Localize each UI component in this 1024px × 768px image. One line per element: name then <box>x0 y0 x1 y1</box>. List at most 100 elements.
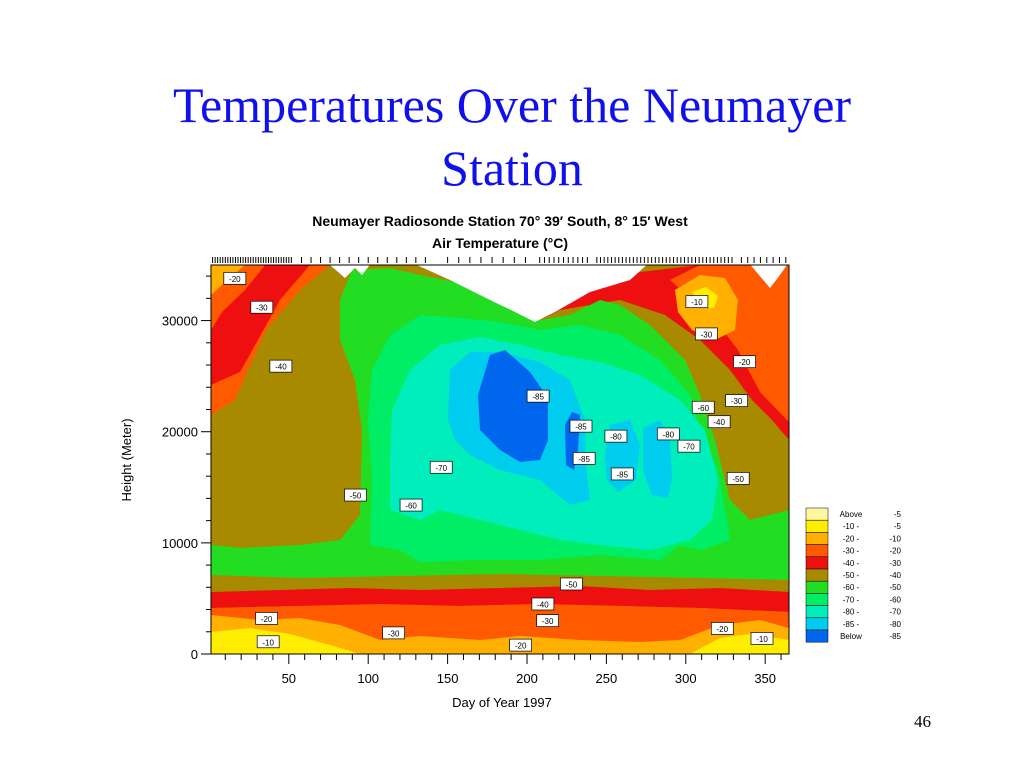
contour-label: -20 <box>255 612 278 625</box>
legend-label: -20 - <box>843 534 860 543</box>
contour-label: -50 <box>344 488 367 502</box>
legend-range: -40 <box>889 571 901 580</box>
legend-label: -10 - <box>843 522 860 531</box>
legend-label: -60 - <box>843 583 860 592</box>
contour-label-text: -85 <box>575 423 587 432</box>
contour-label: -70 <box>429 460 453 474</box>
contour-label-text: -20 <box>515 642 527 651</box>
x-tick-label: 150 <box>437 671 459 686</box>
contour-label-text: -85 <box>578 455 590 464</box>
legend-label: -70 - <box>843 595 860 604</box>
contour-label-text: -80 <box>663 430 675 439</box>
contour-label-text: -50 <box>350 492 362 501</box>
chart-title: Neumayer Radiosonde Station 70° 39′ Sout… <box>312 213 688 229</box>
contour-label: -30 <box>725 394 748 407</box>
contour-label: -85 <box>569 419 593 433</box>
contour-label: -40 <box>531 597 555 611</box>
y-axis-label: Height (Meter) <box>119 418 134 501</box>
legend-label: Below <box>840 632 862 641</box>
contour-label: -60 <box>399 498 423 512</box>
contour-label-text: -60 <box>697 404 709 413</box>
contour-label-text: -30 <box>731 397 743 406</box>
x-axis: 50 100 150 200 250 300 350 <box>224 654 782 686</box>
legend-range: -60 <box>889 595 901 604</box>
contour-field <box>211 265 789 654</box>
legend-swatch <box>805 519 829 533</box>
blank-top-region <box>330 265 647 322</box>
contour-label-text: -40 <box>275 363 287 372</box>
legend-swatch <box>805 617 829 631</box>
legend-swatch <box>805 629 829 643</box>
contour-label: -85 <box>610 467 634 481</box>
plot-frame <box>210 264 790 655</box>
x-tick-label: 250 <box>596 671 618 686</box>
band-warm-left-20 <box>211 265 245 295</box>
legend-swatch <box>805 532 829 545</box>
contour-label-text: -30 <box>388 629 400 638</box>
slide-title-line-1: Temperatures Over the Neumayer <box>172 77 852 133</box>
y-tick-label: 30000 <box>162 314 198 329</box>
contour-label: -10 <box>750 632 774 645</box>
x-tick-label: 100 <box>357 671 379 686</box>
contour-label: -40 <box>269 359 293 373</box>
x-axis-label: Day of Year 1997 <box>452 695 552 710</box>
contour-label-text: -20 <box>739 358 751 367</box>
contour-label-text: -20 <box>261 615 273 624</box>
x-tick-label: 350 <box>754 671 776 686</box>
legend-range: -5 <box>894 522 902 531</box>
legend-swatch <box>805 605 829 619</box>
blank-top-right <box>750 265 787 288</box>
contour-label-text: -80 <box>610 433 622 442</box>
legend-label: -30 - <box>843 547 860 556</box>
contour-label-text: -30 <box>256 304 268 313</box>
contour-label: -50 <box>726 472 750 485</box>
contour-label: -60 <box>691 400 715 414</box>
contour-label: -85 <box>526 389 550 403</box>
legend-range: -5 <box>894 510 902 519</box>
band-lower-20 <box>211 615 789 654</box>
legend-range: -30 <box>889 559 901 568</box>
contour-label: -20 <box>733 355 756 369</box>
legend-range: -85 <box>889 632 901 641</box>
band-lower-10 <box>211 628 360 654</box>
legend-range: -20 <box>889 547 901 556</box>
contour-label-text: -20 <box>717 625 729 634</box>
legend-swatch <box>805 556 829 570</box>
contour-label-text: -70 <box>683 443 695 452</box>
contour-label-text: -50 <box>732 475 744 484</box>
legend-label: -80 - <box>843 608 860 617</box>
legend-range: -50 <box>889 583 901 592</box>
band-blue-below <box>478 350 548 462</box>
top-sounding-ticks <box>212 257 787 263</box>
contour-label-text: -85 <box>616 470 628 479</box>
y-tick-label: 0 <box>191 647 198 662</box>
contour-label-text: -20 <box>229 275 241 284</box>
contour-label-text: -50 <box>566 580 578 589</box>
contour-label-text: -10 <box>756 635 768 644</box>
contour-label: -40 <box>707 415 731 429</box>
contour-label-text: -70 <box>435 464 447 473</box>
legend-label: Above <box>840 510 863 519</box>
legend-swatch <box>805 593 829 606</box>
legend-swatch <box>805 544 829 558</box>
contour-label: -30 <box>536 614 559 628</box>
contour-label: -30 <box>382 626 405 640</box>
y-tick-label: 20000 <box>162 425 198 440</box>
contour-label: -70 <box>677 439 701 453</box>
legend-range: -80 <box>889 620 901 629</box>
contour-label-text: -10 <box>691 298 703 307</box>
legend-range: -70 <box>889 608 901 617</box>
legend-swatch <box>805 568 829 582</box>
contour-labels: -20 -30 -40 -50 -60 -70 -85 -85 -85 -80 -85 -80 -70 -… <box>223 271 774 652</box>
contour-label: -80 <box>656 427 680 441</box>
chart-subtitle: Air Temperature (°C) <box>432 235 568 251</box>
contour-label: -20 <box>710 622 734 635</box>
contour-label-text: -10 <box>262 638 274 647</box>
contour-label: -30 <box>695 327 718 341</box>
legend-label: -50 - <box>843 571 860 580</box>
y-tick-label: 10000 <box>162 536 198 551</box>
x-tick-label: 200 <box>516 671 538 686</box>
legend-label: -40 - <box>843 559 860 568</box>
x-tick-label: 50 <box>282 671 296 686</box>
